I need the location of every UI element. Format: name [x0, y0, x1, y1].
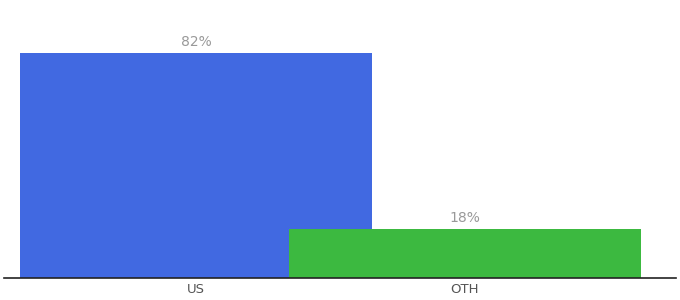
Bar — [289, 229, 641, 278]
Text: 18%: 18% — [449, 211, 480, 225]
Bar — [20, 53, 372, 278]
Text: 82%: 82% — [181, 35, 211, 49]
